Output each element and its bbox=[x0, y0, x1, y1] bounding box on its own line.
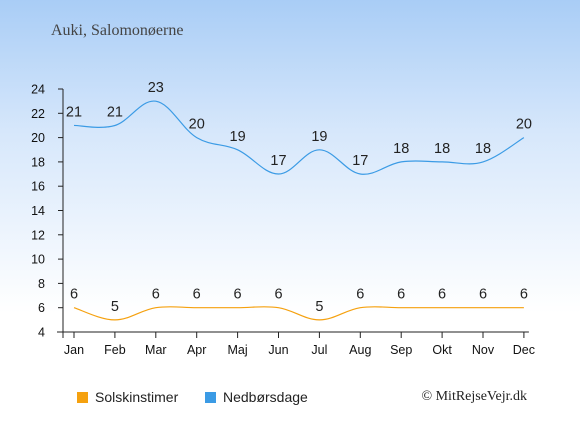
axes: 4 6 8 10 12 14 16 18 20 22 24 Jan Feb Mar Apr Maj Jun Jul… bbox=[31, 83, 535, 358]
x-tick-label: Sep bbox=[390, 343, 412, 357]
legend-item-sunshine: Solskinstimer bbox=[77, 389, 178, 405]
x-tick-label: Feb bbox=[104, 343, 126, 357]
y-tick-label: 20 bbox=[31, 131, 45, 145]
x-tick-label: Aug bbox=[349, 343, 371, 357]
y-tick-label: 4 bbox=[38, 326, 45, 340]
data-label-rain-days: 21 bbox=[66, 104, 82, 120]
data-label-sunshine: 5 bbox=[111, 299, 119, 315]
data-label-sunshine: 6 bbox=[70, 287, 78, 303]
data-label-sunshine: 6 bbox=[356, 287, 364, 303]
data-label-rain-days: 18 bbox=[475, 141, 491, 157]
data-label-sunshine: 6 bbox=[438, 287, 446, 303]
y-tick-label: 8 bbox=[38, 277, 45, 291]
data-label-rain-days: 19 bbox=[311, 129, 327, 145]
x-tick-label: Nov bbox=[472, 343, 495, 357]
y-tick-label: 14 bbox=[31, 204, 45, 218]
y-tick-label: 22 bbox=[31, 107, 45, 121]
legend-swatch-sunshine bbox=[77, 391, 88, 403]
data-label-rain-days: 19 bbox=[230, 129, 246, 145]
data-labels-layer: 6 5 6 6 6 6 5 6 6 6 6 6 21 21 23 20 19 17 19 17 18 18 18 20 bbox=[66, 80, 532, 315]
chart-title: Auki, Salomonøerne bbox=[51, 22, 184, 39]
series-line-sunshine bbox=[73, 306, 524, 321]
data-label-rain-days: 18 bbox=[434, 141, 450, 157]
x-tick-label: Jul bbox=[311, 343, 327, 357]
data-label-sunshine: 6 bbox=[479, 287, 487, 303]
credit-text: © MitRejseVejr.dk bbox=[421, 389, 527, 404]
legend-label-sunshine: Solskinstimer bbox=[95, 389, 179, 405]
data-label-rain-days: 17 bbox=[270, 153, 286, 169]
data-label-sunshine: 6 bbox=[152, 287, 160, 303]
y-tick-label: 24 bbox=[31, 83, 45, 97]
x-tick-label: Mar bbox=[145, 343, 167, 357]
y-tick-label: 10 bbox=[31, 253, 45, 267]
y-tick-label: 6 bbox=[38, 301, 45, 315]
data-label-rain-days: 23 bbox=[148, 80, 164, 96]
data-label-sunshine: 6 bbox=[193, 287, 201, 303]
data-label-rain-days: 21 bbox=[107, 104, 123, 120]
data-label-sunshine: 6 bbox=[520, 287, 528, 303]
x-tick-label: Maj bbox=[228, 343, 248, 357]
legend-swatch-rain-days bbox=[205, 391, 216, 403]
x-tick-label: Okt bbox=[432, 343, 452, 357]
x-tick-label: Jan bbox=[64, 343, 84, 357]
series-line-rain-days bbox=[73, 100, 525, 175]
y-tick-label: 18 bbox=[31, 155, 45, 169]
y-tick-label: 16 bbox=[31, 180, 45, 194]
data-label-rain-days: 17 bbox=[352, 153, 368, 169]
data-label-sunshine: 6 bbox=[234, 287, 242, 303]
data-label-rain-days: 18 bbox=[393, 141, 409, 157]
x-tick-label: Apr bbox=[187, 343, 206, 357]
data-label-sunshine: 5 bbox=[315, 299, 323, 315]
y-tick-label: 12 bbox=[31, 228, 45, 242]
data-label-rain-days: 20 bbox=[189, 117, 205, 133]
data-label-rain-days: 20 bbox=[516, 117, 532, 133]
legend-item-rain-days: Nedbørsdage bbox=[205, 389, 308, 405]
data-label-sunshine: 6 bbox=[397, 287, 405, 303]
x-tick-label: Jun bbox=[268, 343, 288, 357]
series-layer bbox=[73, 100, 525, 321]
data-label-sunshine: 6 bbox=[274, 287, 282, 303]
x-tick-label: Dec bbox=[513, 343, 535, 357]
legend-label-rain-days: Nedbørsdage bbox=[223, 389, 308, 405]
